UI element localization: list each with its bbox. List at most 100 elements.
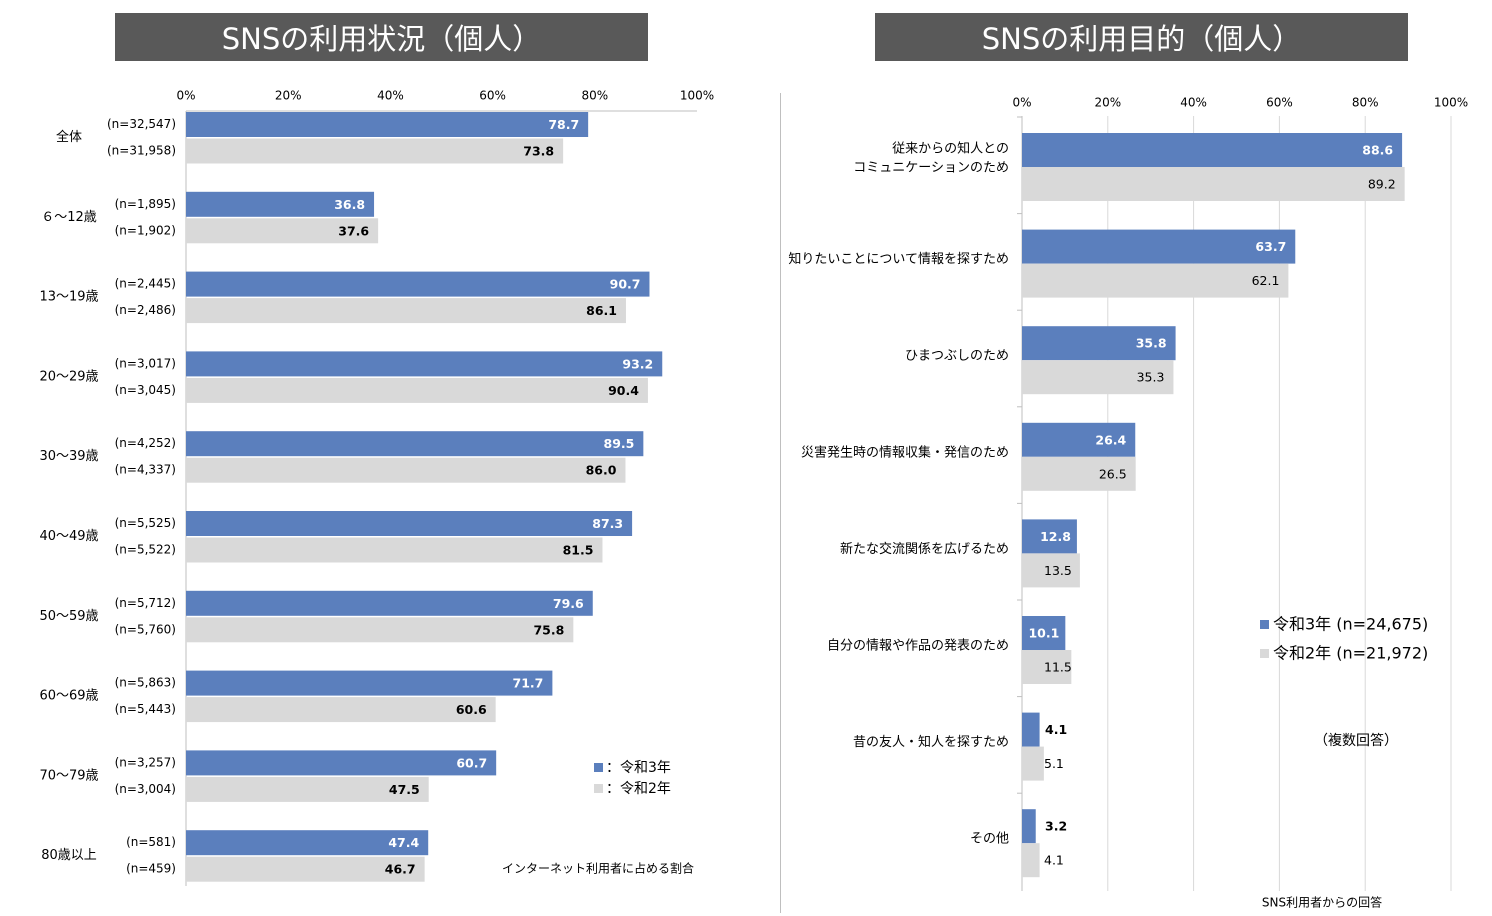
left-bar-value-label: 75.8 xyxy=(533,622,564,637)
right-bar-value-label: 35.8 xyxy=(1136,336,1167,351)
right-bar-value-label: 13.5 xyxy=(1044,563,1072,578)
right-chart-title: SNSの利用目的（個人） xyxy=(875,13,1408,61)
right-bar-value-label: 88.6 xyxy=(1362,143,1393,158)
right-category-label: ひまつぶしのため xyxy=(905,349,1009,364)
left-legend-swatch xyxy=(594,763,603,772)
left-bar-value-label: 90.4 xyxy=(608,383,639,398)
right-bar-value-label: 35.3 xyxy=(1137,370,1165,385)
right-category-label: 昔の友人・知人を探すため xyxy=(853,734,1009,750)
left-bar-value-label: 46.7 xyxy=(385,862,416,877)
right-bar-series2 xyxy=(1022,360,1174,395)
left-n-label: (n=1,902) xyxy=(115,223,176,237)
left-n-label: (n=3,257) xyxy=(115,755,176,769)
left-category-label: 13～19歳 xyxy=(39,290,98,305)
right-bar-value-label: 11.5 xyxy=(1044,660,1072,675)
left-bar-value-label: 47.5 xyxy=(389,782,420,797)
left-bar-value-label: 36.8 xyxy=(334,197,365,212)
right-note-bottom: SNS利用者からの回答 xyxy=(1262,895,1382,910)
left-bar-series2 xyxy=(186,697,496,723)
left-bar-value-label: 90.7 xyxy=(610,277,641,292)
right-legend-label: 令和2年 (n=21,972) xyxy=(1273,644,1428,663)
left-bar-series2 xyxy=(186,298,626,324)
right-bar-series1 xyxy=(1022,809,1036,844)
left-legend-label: ：令和3年 xyxy=(606,760,671,776)
right-x-tick-label: 60% xyxy=(1266,96,1293,110)
left-n-label: (n=4,337) xyxy=(115,463,176,477)
left-n-label: (n=2,445) xyxy=(115,277,176,291)
right-category-label: 従来からの知人との xyxy=(892,141,1009,157)
right-x-tick-label: 80% xyxy=(1352,96,1379,110)
left-bar-value-label: 89.5 xyxy=(604,436,635,451)
left-category-label: 20～29歳 xyxy=(39,369,98,384)
right-bar-series2 xyxy=(1022,650,1072,684)
right-bar-value-label: 12.8 xyxy=(1040,529,1071,544)
left-bar-value-label: 73.8 xyxy=(523,144,554,159)
left-category-label: 40～49歳 xyxy=(39,529,98,544)
left-n-label: (n=459) xyxy=(126,862,176,876)
left-bar-series1 xyxy=(186,670,553,696)
right-legend-label: 令和3年 (n=24,675) xyxy=(1273,615,1428,634)
right-bar-value-label: 4.1 xyxy=(1045,722,1067,737)
right-bar-series1 xyxy=(1022,326,1176,361)
left-category-label: 60～69歳 xyxy=(39,689,98,704)
right-category-label: その他 xyxy=(970,832,1009,847)
left-category-label: ６～12歳 xyxy=(41,210,97,225)
left-n-label: (n=31,958) xyxy=(107,144,176,158)
left-legend-label: ：令和2年 xyxy=(606,781,671,797)
left-bar-value-label: 86.0 xyxy=(586,463,617,478)
right-x-tick-label: 20% xyxy=(1094,96,1121,110)
left-n-label: (n=5,863) xyxy=(115,676,176,690)
left-n-label: (n=2,486) xyxy=(115,303,176,317)
left-bar-value-label: 81.5 xyxy=(563,543,594,558)
right-bar-series1 xyxy=(1022,712,1040,747)
left-bar-value-label: 93.2 xyxy=(622,356,653,371)
left-x-tick-label: 100% xyxy=(680,89,714,103)
left-n-label: (n=1,895) xyxy=(115,197,176,211)
right-legend-swatch xyxy=(1260,620,1269,629)
left-note: インターネット利用者に占める割合 xyxy=(502,861,694,876)
right-bar-value-label: 26.5 xyxy=(1099,466,1127,481)
right-bar-series2 xyxy=(1022,167,1405,201)
left-bar-value-label: 60.6 xyxy=(456,702,487,717)
left-category-label: 80歳以上 xyxy=(41,848,97,863)
left-bar-value-label: 47.4 xyxy=(388,835,419,850)
left-bar-value-label: 87.3 xyxy=(592,516,623,531)
left-legend-swatch xyxy=(594,784,603,793)
left-bar-series2 xyxy=(186,138,564,164)
left-category-label: 全体 xyxy=(56,129,82,145)
left-bar-series2 xyxy=(186,856,425,882)
left-chart-title: SNSの利用状況（個人） xyxy=(115,13,648,61)
right-bar-series1 xyxy=(1022,133,1403,167)
panel-divider xyxy=(780,93,781,913)
right-bar-series1 xyxy=(1022,422,1136,457)
left-bar-series1 xyxy=(186,830,429,856)
right-bar-value-label: 5.1 xyxy=(1044,756,1064,771)
right-category-label: 災害発生時の情報収集・発信のため xyxy=(801,444,1009,460)
left-bar-series2 xyxy=(186,617,574,643)
left-n-label: (n=32,547) xyxy=(107,117,176,131)
right-bar-series2 xyxy=(1022,553,1080,588)
left-category-label: 30～39歳 xyxy=(39,449,98,464)
right-legend-swatch xyxy=(1260,649,1269,658)
left-bar-series2 xyxy=(186,377,648,403)
right-x-tick-label: 0% xyxy=(1012,96,1031,110)
left-x-tick-label: 80% xyxy=(581,89,608,103)
left-n-label: (n=5,760) xyxy=(115,622,176,636)
left-x-tick-label: 40% xyxy=(377,89,404,103)
left-bar-series1 xyxy=(186,511,633,536)
left-x-tick-label: 0% xyxy=(176,89,195,103)
left-bar-series1 xyxy=(186,590,593,616)
left-n-label: (n=3,045) xyxy=(115,383,176,397)
left-n-label: (n=5,443) xyxy=(115,702,176,716)
right-category-label: 知りたいことについて情報を探すため xyxy=(788,251,1009,267)
left-bar-value-label: 79.6 xyxy=(553,596,584,611)
left-bar-series2 xyxy=(186,218,379,244)
right-bar-series1 xyxy=(1022,519,1077,554)
left-bar-series1 xyxy=(186,351,663,377)
left-bar-series1 xyxy=(186,271,650,297)
left-bar-series2 xyxy=(186,537,603,563)
left-n-label: (n=581) xyxy=(126,835,176,849)
right-category-label: コミュニケーションのため xyxy=(853,161,1009,176)
right-bar-series2 xyxy=(1022,263,1289,298)
left-bar-value-label: 37.6 xyxy=(338,223,369,238)
